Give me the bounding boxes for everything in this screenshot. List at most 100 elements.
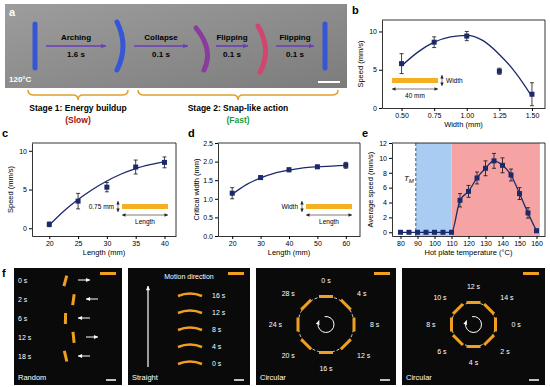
arrow	[216, 44, 248, 49]
label: Width	[281, 203, 298, 210]
tick-mark	[503, 236, 504, 239]
panel-title: Straight	[132, 373, 159, 382]
tick-label: 50	[314, 240, 322, 247]
error-bar	[475, 172, 479, 184]
direction-arc	[318, 317, 334, 333]
arrow-head	[116, 208, 119, 212]
tick: 2	[383, 214, 392, 221]
strip	[297, 318, 300, 332]
label: Width	[446, 77, 463, 84]
frame	[218, 143, 360, 236]
frame	[382, 20, 545, 108]
time-label: 18 s	[18, 353, 32, 360]
error-bar	[467, 185, 471, 197]
arrow-shaft	[134, 45, 188, 47]
error-cap	[105, 191, 109, 192]
marker	[104, 185, 109, 190]
heading: Motion direction	[164, 273, 214, 280]
tick-label: 8	[383, 170, 387, 177]
arrow-head	[440, 75, 443, 79]
tick-mark	[215, 143, 218, 144]
marker	[398, 230, 403, 235]
tick-mark	[29, 190, 32, 191]
arrow-head	[78, 316, 82, 320]
inset-icon	[523, 272, 539, 275]
error-cap	[344, 168, 348, 169]
direction-arc	[466, 317, 482, 333]
tick: 20	[229, 236, 237, 247]
arrow	[440, 75, 443, 81]
strip	[62, 275, 68, 286]
axis-line	[383, 108, 546, 109]
arrow-head	[440, 82, 443, 86]
tick-mark	[215, 217, 218, 218]
arrow	[46, 44, 106, 49]
error-cap	[344, 162, 348, 163]
x-axis: 8090100110120130140150160	[393, 236, 546, 247]
strip	[319, 351, 333, 354]
strip	[340, 299, 352, 311]
arrow-head	[183, 44, 188, 49]
label: 120°C	[9, 75, 32, 84]
tick-label: 10	[369, 28, 377, 35]
tick-label: 80	[397, 240, 405, 247]
shaded-region	[452, 143, 540, 236]
tick-label: 100	[429, 240, 441, 247]
error-cap	[509, 180, 513, 181]
tick: 1.00	[460, 108, 474, 119]
tick-label: 35	[132, 240, 140, 247]
time-label: 12 s	[467, 283, 481, 290]
marker	[458, 198, 463, 203]
photo-panel: Circular0 s4 s8 s12 s16 s20 s24 s28 s	[256, 268, 396, 385]
label: Arching	[61, 33, 91, 42]
error-bar	[465, 31, 469, 40]
tick-mark	[215, 180, 218, 181]
label: Flipping	[279, 33, 310, 42]
tick-mark	[164, 236, 165, 239]
y-axis: 0510	[19, 144, 32, 237]
tick-mark	[434, 108, 435, 111]
tick: 0	[373, 105, 382, 112]
time-label: 6 s	[437, 348, 447, 355]
error-bar	[518, 188, 522, 200]
error-bar	[501, 158, 505, 173]
arrow-head	[300, 201, 303, 205]
tick-mark	[486, 236, 487, 239]
tick-mark	[537, 236, 538, 239]
axis-line	[382, 21, 383, 109]
annotation: TM	[404, 174, 414, 184]
tick-mark	[289, 236, 290, 239]
frame	[32, 143, 176, 236]
photo-panel: Circular0 s2 s4 s6 s8 s10 s12 s14 s	[402, 268, 545, 385]
axis-line	[392, 144, 393, 237]
y-axis: 0.00.51.01.52.02.5	[203, 140, 218, 240]
strip	[340, 338, 352, 350]
tick: 5	[23, 186, 32, 193]
panel-label: e	[362, 127, 368, 139]
label: 0.1 s	[286, 50, 304, 59]
axis-line	[218, 144, 219, 237]
marker	[526, 210, 531, 215]
tick-mark	[469, 236, 470, 239]
tick-label: 110	[446, 240, 457, 247]
arrow	[116, 207, 119, 213]
tick-label: 1.25	[493, 112, 507, 119]
tick-label: 0.0	[203, 233, 213, 240]
tick-mark	[215, 199, 218, 200]
arrow	[86, 297, 98, 301]
error-bar	[509, 169, 513, 181]
error-cap	[518, 187, 522, 188]
tick: 1.50	[526, 108, 540, 119]
marker	[441, 230, 446, 235]
strip	[452, 334, 464, 346]
tick-label: 20	[229, 240, 237, 247]
tick: 0.75	[428, 108, 442, 119]
error-cap	[526, 218, 530, 219]
strip	[483, 303, 495, 315]
error-cap	[458, 193, 462, 194]
error-cap	[509, 169, 513, 170]
tick-label: 2.0	[203, 158, 213, 165]
tick-mark	[232, 236, 233, 239]
arrow	[463, 320, 467, 324]
error-cap	[467, 197, 471, 198]
